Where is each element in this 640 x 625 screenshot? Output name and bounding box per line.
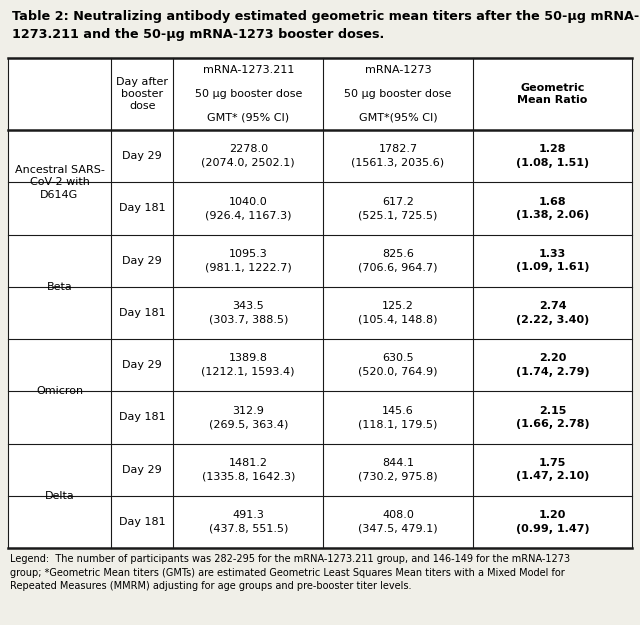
Text: 312.9: 312.9 xyxy=(232,406,264,416)
Text: (0.99, 1.47): (0.99, 1.47) xyxy=(516,524,589,534)
Text: Geometric
Mean Ratio: Geometric Mean Ratio xyxy=(517,82,588,105)
Text: 145.6: 145.6 xyxy=(382,406,414,416)
Text: (347.5, 479.1): (347.5, 479.1) xyxy=(358,524,438,534)
Text: Table 2: Neutralizing antibody estimated geometric mean titers after the 50-μg m: Table 2: Neutralizing antibody estimated… xyxy=(12,10,639,23)
Text: 617.2: 617.2 xyxy=(382,197,414,207)
Text: mRNA-1273.211

50 μg booster dose

GMT* (95% CI): mRNA-1273.211 50 μg booster dose GMT* (9… xyxy=(195,65,302,123)
Text: 125.2: 125.2 xyxy=(382,301,414,311)
Text: Day 29: Day 29 xyxy=(122,464,162,474)
Text: (1.09, 1.61): (1.09, 1.61) xyxy=(516,262,589,272)
Text: (269.5, 363.4): (269.5, 363.4) xyxy=(209,419,288,429)
Text: 1095.3: 1095.3 xyxy=(229,249,268,259)
Text: (1.38, 2.06): (1.38, 2.06) xyxy=(516,210,589,220)
Text: Day 181: Day 181 xyxy=(119,412,166,422)
Text: 1.20: 1.20 xyxy=(539,510,566,520)
Text: (525.1, 725.5): (525.1, 725.5) xyxy=(358,210,438,220)
Text: 2.20: 2.20 xyxy=(539,353,566,363)
Text: 2278.0: 2278.0 xyxy=(228,144,268,154)
Text: Delta: Delta xyxy=(45,491,74,501)
Text: 491.3: 491.3 xyxy=(232,510,264,520)
Text: (926.4, 1167.3): (926.4, 1167.3) xyxy=(205,210,291,220)
Text: 1.33: 1.33 xyxy=(539,249,566,259)
Text: (2074.0, 2502.1): (2074.0, 2502.1) xyxy=(202,158,295,168)
Text: Day 29: Day 29 xyxy=(122,256,162,266)
Text: (2.22, 3.40): (2.22, 3.40) xyxy=(516,314,589,324)
Text: (1212.1, 1593.4): (1212.1, 1593.4) xyxy=(202,367,295,377)
Text: 1.75: 1.75 xyxy=(539,458,566,468)
Text: (1561.3, 2035.6): (1561.3, 2035.6) xyxy=(351,158,445,168)
Text: (1.47, 2.10): (1.47, 2.10) xyxy=(516,471,589,481)
Text: Day after
booster
dose: Day after booster dose xyxy=(116,77,168,111)
Text: 1040.0: 1040.0 xyxy=(229,197,268,207)
Text: 1.28: 1.28 xyxy=(539,144,566,154)
Text: 1.68: 1.68 xyxy=(539,197,566,207)
Text: Day 29: Day 29 xyxy=(122,151,162,161)
Text: Beta: Beta xyxy=(47,282,72,292)
Text: 825.6: 825.6 xyxy=(382,249,414,259)
Text: Day 181: Day 181 xyxy=(119,517,166,527)
Text: (303.7, 388.5): (303.7, 388.5) xyxy=(209,314,288,324)
Text: 1481.2: 1481.2 xyxy=(228,458,268,468)
Text: (520.0, 764.9): (520.0, 764.9) xyxy=(358,367,438,377)
Text: 1389.8: 1389.8 xyxy=(228,353,268,363)
Text: (105.4, 148.8): (105.4, 148.8) xyxy=(358,314,438,324)
Text: (1.08, 1.51): (1.08, 1.51) xyxy=(516,158,589,168)
Text: 1273.211 and the 50-μg mRNA-1273 booster doses.: 1273.211 and the 50-μg mRNA-1273 booster… xyxy=(12,28,384,41)
Text: 343.5: 343.5 xyxy=(232,301,264,311)
Text: mRNA-1273

50 μg booster dose

GMT*(95% CI): mRNA-1273 50 μg booster dose GMT*(95% CI… xyxy=(344,65,452,123)
Text: Day 181: Day 181 xyxy=(119,308,166,318)
Text: (730.2, 975.8): (730.2, 975.8) xyxy=(358,471,438,481)
Text: Ancestral SARS-
CoV-2 with
D614G: Ancestral SARS- CoV-2 with D614G xyxy=(15,165,104,199)
Text: 1782.7: 1782.7 xyxy=(378,144,417,154)
Text: (981.1, 1222.7): (981.1, 1222.7) xyxy=(205,262,292,272)
Text: (1.66, 2.78): (1.66, 2.78) xyxy=(516,419,589,429)
Text: 2.74: 2.74 xyxy=(539,301,566,311)
Text: 844.1: 844.1 xyxy=(382,458,414,468)
Text: Legend:  The number of participants was 282-295 for the mRNA-1273.211 group, and: Legend: The number of participants was 2… xyxy=(10,554,570,591)
Text: (706.6, 964.7): (706.6, 964.7) xyxy=(358,262,438,272)
Text: (118.1, 179.5): (118.1, 179.5) xyxy=(358,419,438,429)
Text: (1.74, 2.79): (1.74, 2.79) xyxy=(516,367,589,377)
Bar xyxy=(8,58,632,548)
Text: 408.0: 408.0 xyxy=(382,510,414,520)
Text: 2.15: 2.15 xyxy=(539,406,566,416)
Text: (1335.8, 1642.3): (1335.8, 1642.3) xyxy=(202,471,295,481)
Text: Day 181: Day 181 xyxy=(119,203,166,213)
Text: 630.5: 630.5 xyxy=(382,353,414,363)
Text: Omicron: Omicron xyxy=(36,386,83,396)
Text: Day 29: Day 29 xyxy=(122,360,162,370)
Text: (437.8, 551.5): (437.8, 551.5) xyxy=(209,524,288,534)
